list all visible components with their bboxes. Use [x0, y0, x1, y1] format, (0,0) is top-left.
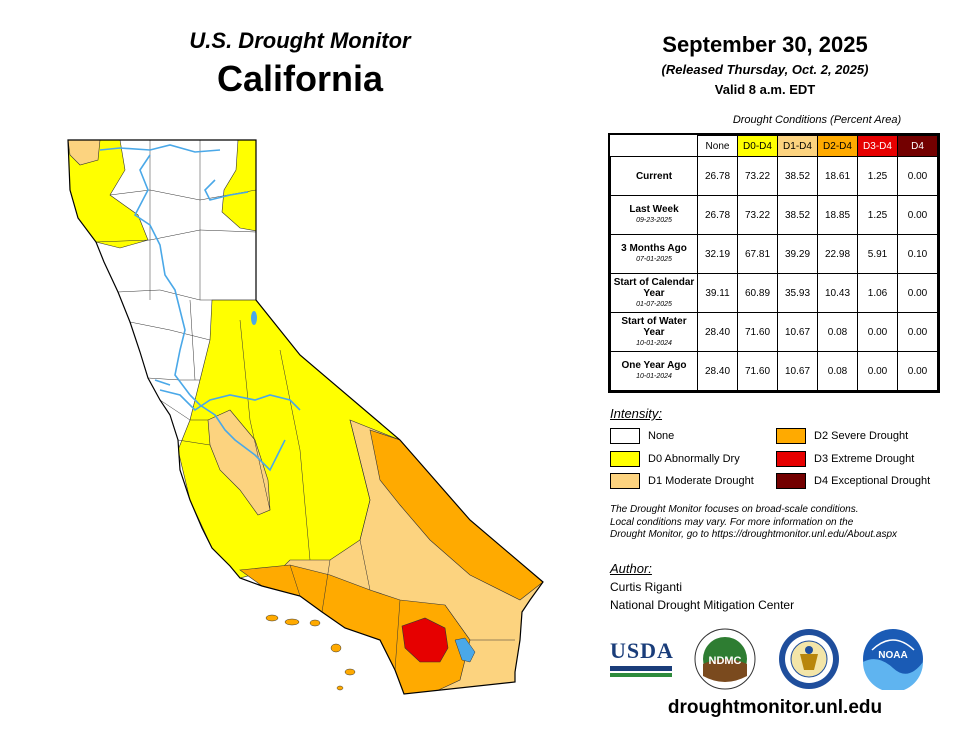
table-cell: 0.00 — [857, 312, 898, 352]
table-cell: 10.67 — [777, 312, 818, 352]
table-cell: 32.19 — [697, 234, 738, 274]
author-org: National Drought Mitigation Center — [610, 598, 795, 612]
table-cell: 0.08 — [817, 351, 858, 391]
table-cell: 0.08 — [817, 312, 858, 352]
col-none: None — [697, 135, 738, 157]
svg-text:NDMC: NDMC — [709, 655, 742, 667]
table-cell: 73.22 — [737, 156, 778, 196]
table-cell: 35.93 — [777, 273, 818, 313]
table-cell: 0.00 — [897, 273, 938, 313]
table-cell: 0.00 — [897, 312, 938, 352]
table-cell: 26.78 — [697, 195, 738, 235]
table-cell: 28.40 — [697, 351, 738, 391]
state-title: California — [216, 58, 384, 99]
ndmc-logo: NDMC — [694, 628, 756, 690]
table-row: 3 Months Ago 07-01-2025 32.19 67.81 39.29… — [610, 234, 938, 274]
table-cell: 71.60 — [737, 351, 778, 391]
table-cell: 39.29 — [777, 234, 818, 274]
col-d3-d4: D3-D4 — [857, 135, 898, 157]
legend-item-d1: D1 Moderate Drought — [610, 473, 754, 489]
table-corner — [610, 135, 698, 157]
table-cell: 10.67 — [777, 351, 818, 391]
row-label: Last Week 09-23-2025 — [610, 195, 698, 235]
row-label: Current — [610, 156, 698, 196]
legend-swatch — [776, 473, 806, 489]
table-cell: 10.43 — [817, 273, 858, 313]
row-label: 3 Months Ago 07-01-2025 — [610, 234, 698, 274]
noaa-logo: NOAA — [862, 628, 924, 692]
svg-text:NOAA: NOAA — [878, 650, 907, 661]
table-header-row: None D0-D4 D1-D4 D2-D4 D3-D4 D4 — [610, 135, 938, 157]
legend-swatch — [610, 451, 640, 467]
table-cell: 0.00 — [897, 156, 938, 196]
legend-swatch — [776, 428, 806, 444]
col-d0-d4: D0-D4 — [737, 135, 778, 157]
disclaimer-note: The Drought Monitor focuses on broad-sca… — [610, 504, 898, 540]
table-row: Current 26.78 73.22 38.52 18.61 1.25 0.0… — [610, 156, 938, 196]
rivers — [99, 144, 301, 472]
table-cell: 18.61 — [817, 156, 858, 196]
table-cell: 1.25 — [857, 195, 898, 235]
table-row: One Year Ago 10-01-2024 28.40 71.60 10.67… — [610, 351, 938, 391]
table-cell: 38.52 — [777, 156, 818, 196]
table-cell: 22.98 — [817, 234, 858, 274]
map-date: September 30, 2025 — [662, 32, 868, 57]
table-row: Last Week 09-23-2025 26.78 73.22 38.52 18… — [610, 195, 938, 235]
table-cell: 1.25 — [857, 156, 898, 196]
legend-item-d2: D2 Severe Drought — [776, 428, 908, 444]
table-cell: 28.40 — [697, 312, 738, 352]
monitor-title: U.S. Drought Monitor — [189, 28, 411, 53]
table-cell: 73.22 — [737, 195, 778, 235]
drought-stats-table: None D0-D4 D1-D4 D2-D4 D3-D4 D4 Current … — [608, 133, 940, 393]
legend-item-none: None — [610, 428, 674, 444]
lake-tahoe — [251, 311, 257, 325]
channel-islands — [265, 614, 356, 691]
legend-swatch — [610, 473, 640, 489]
table-cell: 5.91 — [857, 234, 898, 274]
table-cell: 0.00 — [897, 351, 938, 391]
legend-heading: Intensity: — [610, 406, 663, 421]
col-d4: D4 — [897, 135, 938, 157]
legend-item-d0: D0 Abnormally Dry — [610, 451, 740, 467]
valid-time: Valid 8 a.m. EDT — [714, 82, 816, 97]
row-label: One Year Ago 10-01-2024 — [610, 351, 698, 391]
drought-areas — [68, 140, 543, 694]
table-cell: 71.60 — [737, 312, 778, 352]
author-heading: Author: — [610, 561, 652, 576]
state-outline — [67, 139, 544, 695]
legend-item-d3: D3 Extreme Drought — [776, 451, 914, 467]
table-cell: 60.89 — [737, 273, 778, 313]
legend-item-d4: D4 Exceptional Drought — [776, 473, 930, 489]
table-cell: 39.11 — [697, 273, 738, 313]
table-row: Start of Water Year 10-01-2024 28.40 71.6… — [610, 312, 938, 352]
table-cell: 1.06 — [857, 273, 898, 313]
usda-logo: USDA — [610, 638, 673, 682]
table-row: Start of Calendar Year 01-07-2025 39.11 6… — [610, 273, 938, 313]
drought-map — [67, 139, 544, 695]
table-cell: 18.85 — [817, 195, 858, 235]
legend-swatch — [610, 428, 640, 444]
row-label: Start of Calendar Year 01-07-2025 — [610, 273, 698, 313]
table-cell: 38.52 — [777, 195, 818, 235]
table-cell: 0.00 — [857, 351, 898, 391]
table-cell: 0.10 — [897, 234, 938, 274]
salton-sea — [454, 637, 476, 663]
table-caption: Drought Conditions (Percent Area) — [732, 114, 902, 126]
legend-swatch — [776, 451, 806, 467]
row-label: Start of Water Year 10-01-2024 — [610, 312, 698, 352]
table-cell: 26.78 — [697, 156, 738, 196]
release-date: (Released Thursday, Oct. 2, 2025) — [661, 62, 869, 77]
author-name: Curtis Riganti — [610, 580, 683, 594]
site-url: droughtmonitor.unl.edu — [667, 697, 883, 718]
table-cell: 67.81 — [737, 234, 778, 274]
commerce-seal-icon — [778, 628, 840, 690]
table-cell: 0.00 — [897, 195, 938, 235]
col-d2-d4: D2-D4 — [817, 135, 858, 157]
col-d1-d4: D1-D4 — [777, 135, 818, 157]
